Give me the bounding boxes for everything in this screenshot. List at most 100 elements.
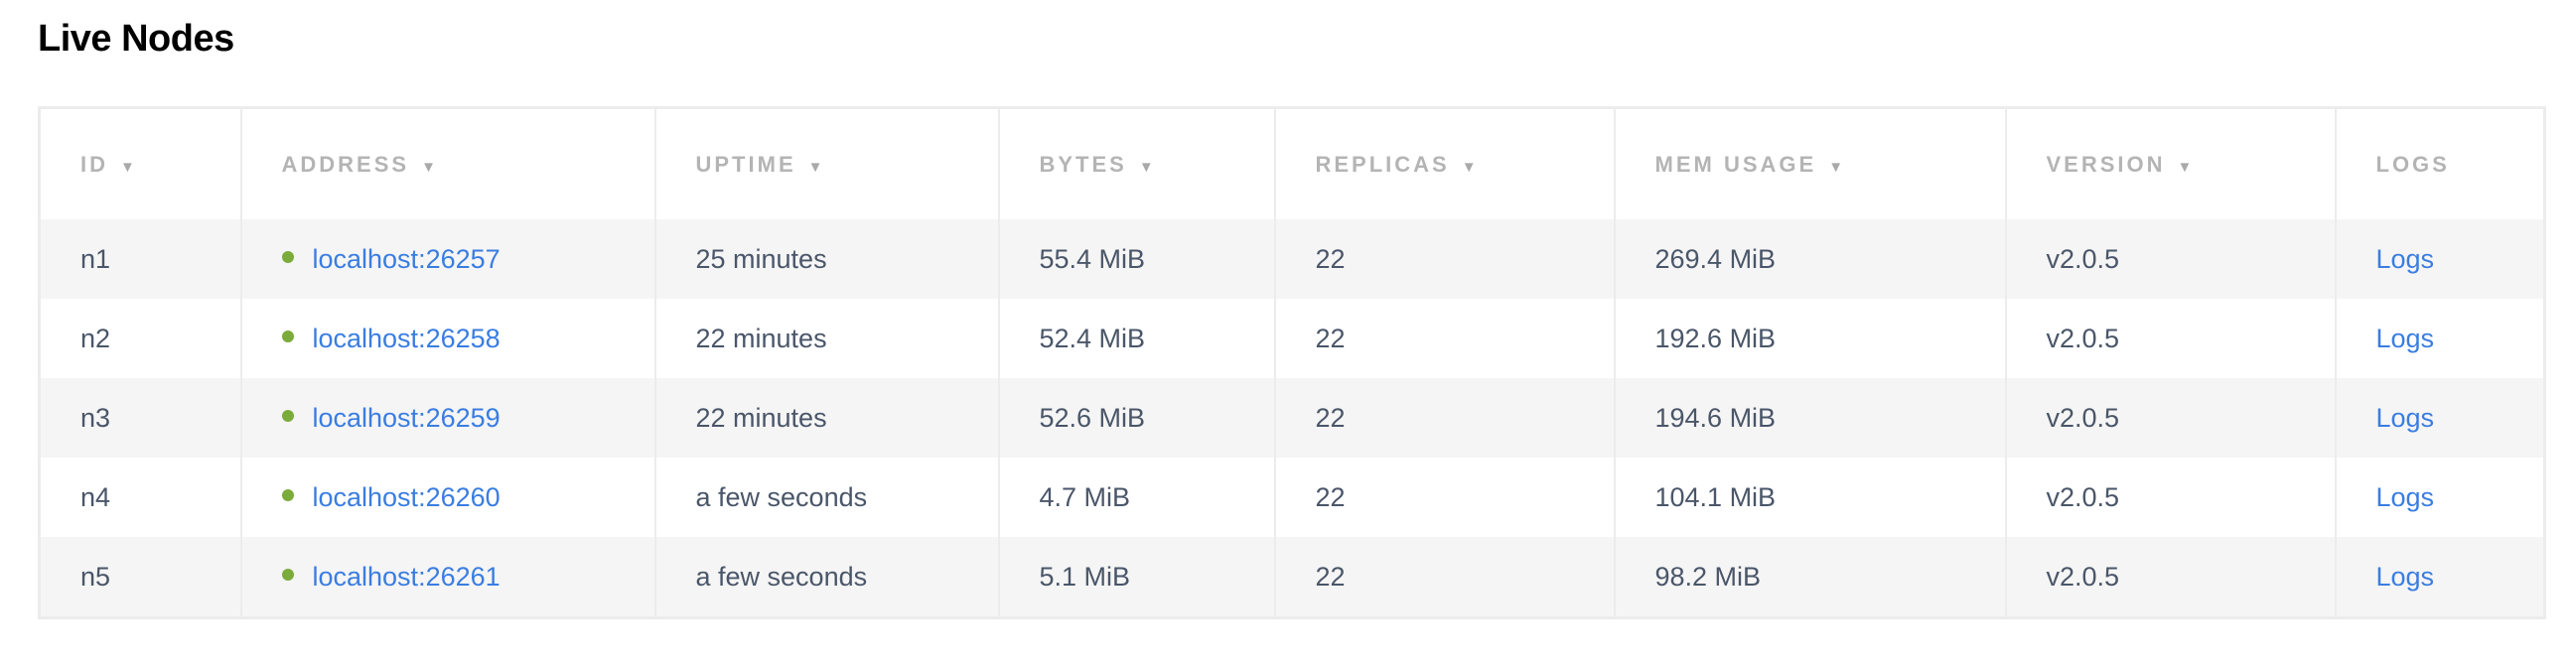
cell-mem: 192.6 MiB — [1613, 299, 2007, 378]
cell-version: v2.0.5 — [2004, 537, 2337, 618]
column-header-version[interactable]: VERSION ▼ — [2004, 107, 2337, 219]
column-header-uptime[interactable]: UPTIME ▼ — [653, 107, 1000, 219]
cell-id: n3 — [38, 378, 242, 458]
column-header-label: ADDRESS — [281, 151, 410, 177]
cell-bytes: 52.6 MiB — [997, 378, 1276, 458]
cell-text: v2.0.5 — [2046, 561, 2120, 592]
sort-arrow-icon[interactable]: ▼ — [1461, 158, 1480, 176]
sort-arrow-icon[interactable]: ▼ — [2177, 158, 2196, 176]
column-header-label: REPLICAS — [1315, 151, 1450, 177]
column-header-replicas[interactable]: REPLICAS ▼ — [1273, 107, 1616, 219]
cell-version: v2.0.5 — [2004, 458, 2337, 537]
node-address-link[interactable]: localhost:26261 — [312, 561, 501, 592]
cell-uptime: 25 minutes — [653, 219, 1000, 299]
cell-text: 104.1 MiB — [1654, 481, 1777, 512]
status-live-icon — [281, 569, 294, 582]
cell-bytes: 4.7 MiB — [997, 458, 1276, 537]
sort-arrow-icon[interactable]: ▼ — [421, 158, 439, 176]
table-row: n4 localhost:26260 a few seconds 4.7 MiB 22 1… — [38, 458, 2546, 537]
cell-id: n4 — [38, 458, 242, 537]
cell-text: 4.7 MiB — [1039, 481, 1131, 512]
cell-id: n5 — [38, 537, 242, 618]
cell-text: v2.0.5 — [2046, 243, 2120, 274]
column-header-mem-usage[interactable]: MEM USAGE ▼ — [1613, 107, 2007, 219]
cell-text: v2.0.5 — [2046, 402, 2120, 433]
cell-text: 192.6 MiB — [1654, 323, 1777, 353]
node-address-link[interactable]: localhost:26257 — [312, 243, 501, 274]
column-header-bytes[interactable]: BYTES ▼ — [997, 107, 1276, 219]
column-header-label: VERSION — [2046, 151, 2166, 177]
status-live-icon — [281, 489, 294, 502]
cell-text: n4 — [80, 481, 111, 512]
cell-text: n1 — [80, 243, 111, 274]
cell-text: 22 — [1315, 561, 1346, 592]
cell-replicas: 22 — [1273, 458, 1616, 537]
cell-text: a few seconds — [695, 481, 868, 512]
page-title: Live Nodes — [38, 18, 234, 60]
column-header-address[interactable]: ADDRESS ▼ — [239, 107, 656, 219]
cell-version: v2.0.5 — [2004, 219, 2337, 299]
cell-replicas: 22 — [1273, 537, 1616, 618]
cell-text: 5.1 MiB — [1039, 561, 1131, 592]
cell-text: n2 — [80, 323, 111, 353]
cell-mem: 269.4 MiB — [1613, 219, 2007, 299]
cell-uptime: 22 minutes — [653, 299, 1000, 378]
table-row: n2 localhost:26258 22 minutes 52.4 MiB 22 192… — [38, 299, 2546, 378]
cell-replicas: 22 — [1273, 219, 1616, 299]
cell-text: 269.4 MiB — [1654, 243, 1777, 274]
cell-text: 22 — [1315, 243, 1346, 274]
logs-link[interactable]: Logs — [2375, 402, 2435, 433]
cell-text: 22 — [1315, 481, 1346, 512]
cell-text: 52.6 MiB — [1039, 402, 1146, 433]
cell-text: 22 — [1315, 402, 1346, 433]
cell-bytes: 5.1 MiB — [997, 537, 1276, 618]
node-address-link[interactable]: localhost:26259 — [312, 402, 501, 433]
cell-text: 98.2 MiB — [1654, 561, 1762, 592]
column-header-label: BYTES — [1039, 151, 1127, 177]
cell-uptime: 22 minutes — [653, 378, 1000, 458]
cell-address: localhost:26259 — [239, 378, 656, 458]
logs-link[interactable]: Logs — [2375, 323, 2435, 353]
sort-arrow-icon[interactable]: ▼ — [120, 158, 138, 176]
cell-logs: Logs — [2334, 378, 2546, 458]
cell-uptime: a few seconds — [653, 458, 1000, 537]
status-live-icon — [281, 410, 294, 423]
cell-text: 25 minutes — [695, 243, 827, 274]
cell-address: localhost:26257 — [239, 219, 656, 299]
logs-link[interactable]: Logs — [2375, 561, 2435, 592]
sort-arrow-icon[interactable]: ▼ — [1828, 158, 1847, 176]
cell-text: v2.0.5 — [2046, 323, 2120, 353]
cell-logs: Logs — [2334, 458, 2546, 537]
logs-link[interactable]: Logs — [2375, 481, 2435, 512]
sort-arrow-icon[interactable]: ▼ — [1138, 158, 1157, 176]
column-header-label: LOGS — [2375, 151, 2450, 177]
cell-id: n2 — [38, 299, 242, 378]
cell-text: a few seconds — [695, 561, 868, 592]
sort-arrow-icon[interactable]: ▼ — [807, 158, 826, 176]
column-header-label: MEM USAGE — [1654, 151, 1817, 177]
cell-replicas: 22 — [1273, 378, 1616, 458]
cell-text: 55.4 MiB — [1039, 243, 1146, 274]
cell-version: v2.0.5 — [2004, 378, 2337, 458]
logs-link[interactable]: Logs — [2375, 243, 2435, 274]
table-header-row: ID ▼ ADDRESS ▼ UPTIME ▼ BYTES ▼ REPLICAS ▼ MEM USA… — [38, 107, 2546, 219]
cell-logs: Logs — [2334, 537, 2546, 618]
node-address-link[interactable]: localhost:26258 — [312, 323, 501, 353]
table-row: n3 localhost:26259 22 minutes 52.6 MiB 22 194… — [38, 378, 2546, 458]
status-live-icon — [281, 331, 294, 343]
cell-text: 22 minutes — [695, 323, 827, 353]
column-header-label: UPTIME — [695, 151, 796, 177]
cell-uptime: a few seconds — [653, 537, 1000, 618]
cell-text: 52.4 MiB — [1039, 323, 1146, 353]
cell-text: 22 — [1315, 323, 1346, 353]
cell-mem: 98.2 MiB — [1613, 537, 2007, 618]
status-live-icon — [281, 251, 294, 264]
node-address-link[interactable]: localhost:26260 — [312, 481, 501, 512]
cell-logs: Logs — [2334, 299, 2546, 378]
cell-text: n5 — [80, 561, 111, 592]
live-nodes-table: ID ▼ ADDRESS ▼ UPTIME ▼ BYTES ▼ REPLICAS ▼ MEM USA… — [38, 106, 2546, 619]
table-row: n5 localhost:26261 a few seconds 5.1 MiB 22 9… — [38, 537, 2546, 618]
column-header-id[interactable]: ID ▼ — [38, 107, 242, 219]
cell-bytes: 55.4 MiB — [997, 219, 1276, 299]
cell-address: localhost:26260 — [239, 458, 656, 537]
